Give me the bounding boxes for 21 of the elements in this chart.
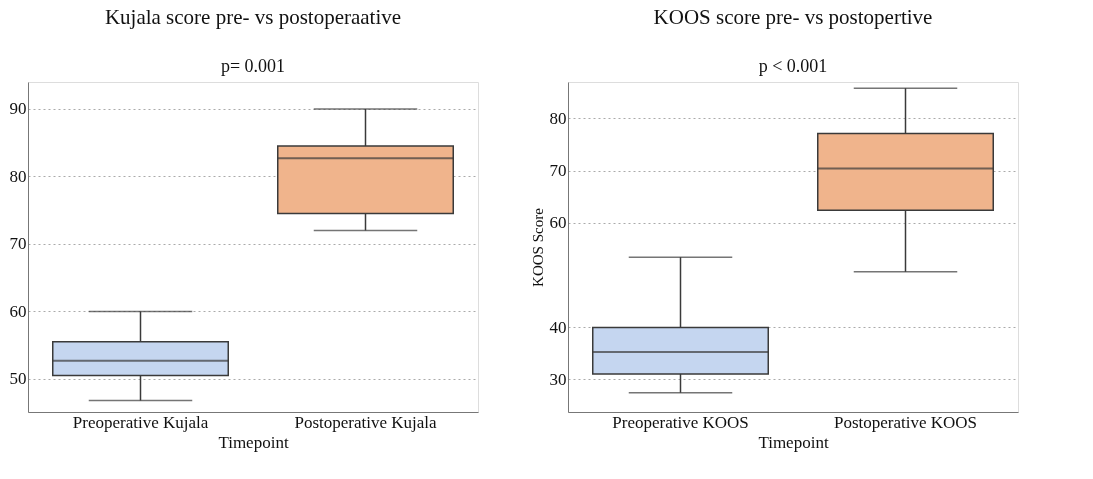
y-tick-label: 80: [9, 166, 27, 186]
y-axis-title: KOOS Score: [529, 207, 546, 287]
y-tick-label: 90: [9, 99, 27, 119]
text: p < 0.001: [758, 56, 828, 76]
text: p= 0.001: [220, 56, 286, 76]
x-tick-label: Postoperative Kujala: [294, 412, 437, 432]
y-tick-label: 70: [9, 234, 27, 254]
y-tick-label: 60: [9, 301, 27, 321]
x-axis-title: Timepoint: [758, 432, 829, 452]
chart-title: KOOS score pre- vs postopertive: [653, 5, 933, 29]
x-tick-label: Preoperative Kujala: [72, 412, 209, 432]
chart-title: Kujala score pre- vs postoperaative: [104, 5, 402, 29]
y-tick-label: 40: [549, 317, 567, 337]
x-tick-label: Preoperative KOOS: [612, 412, 749, 432]
y-tick-label: 60: [549, 213, 567, 233]
y-tick-label: 80: [549, 108, 567, 128]
y-tick-label: 30: [549, 369, 567, 389]
y-tick-label: 50: [9, 369, 27, 389]
y-tick-label: 70: [549, 161, 567, 181]
x-tick-label: Postoperative KOOS: [833, 412, 978, 432]
x-axis-title: Timepoint: [218, 432, 289, 452]
